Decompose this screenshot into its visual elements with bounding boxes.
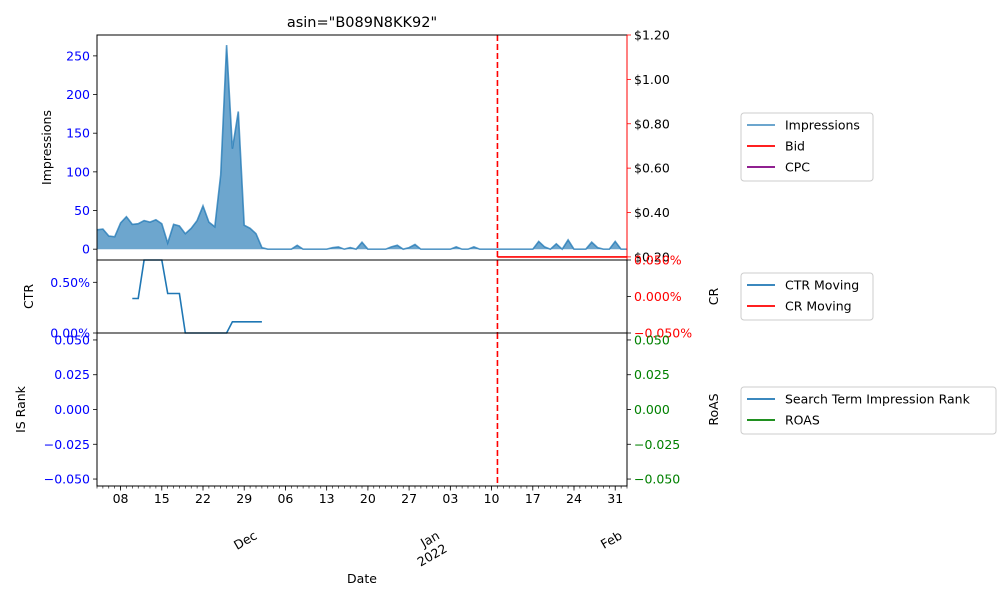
x-tick-label: 10	[484, 491, 500, 506]
right-tick-label: 0.050	[634, 332, 670, 347]
legend-entry: CR Moving	[785, 299, 852, 314]
right-tick-label: $0.20	[634, 249, 670, 264]
x-tick-label: 24	[566, 491, 582, 506]
legend-bottom: Search Term Impression Rank ROAS	[740, 386, 997, 435]
x-tick-label: 06	[277, 491, 293, 506]
x-tick-label: 27	[401, 491, 417, 506]
y-axis-label: IS Rank	[13, 385, 28, 433]
legend-top: Impressions Bid CPC	[740, 112, 874, 182]
left-tick-label: 150	[66, 126, 90, 141]
right-axis-label: CR	[706, 287, 721, 305]
x-tick-label: 29	[236, 491, 252, 506]
left-tick-label: 0	[82, 242, 90, 257]
x-tick-label: 17	[525, 491, 541, 506]
right-tick-label: 0.000%	[634, 289, 682, 304]
legends: Impressions Bid CPC CTR Moving CR Moving Sear…	[740, 112, 997, 435]
left-tick-label: 0.00%	[50, 326, 90, 341]
chart-title: asin="B089N8KK92"	[287, 15, 437, 31]
x-month-label-line: Dec	[231, 528, 260, 553]
left-tick-label: 100	[66, 164, 90, 179]
series-ctr-moving-line	[132, 259, 262, 334]
legend-entry: Bid	[785, 139, 805, 154]
x-tick-label: 03	[442, 491, 458, 506]
right-tick-label: 0.050%	[634, 253, 682, 268]
panel-frame	[96, 332, 628, 487]
panel-frame	[96, 259, 628, 334]
x-tick-label: 20	[360, 491, 376, 506]
legend-entry: Impressions	[785, 118, 860, 133]
left-tick-label: −0.025	[44, 437, 90, 452]
y-axis-label: CTR	[21, 284, 36, 309]
legend-frame	[740, 112, 874, 182]
right-tick-label: −0.050%	[634, 326, 692, 341]
x-tick-label: 08	[113, 491, 129, 506]
left-tick-label: 50	[74, 203, 90, 218]
y-axis-label: Impressions	[39, 110, 54, 185]
left-tick-label: 200	[66, 87, 90, 102]
right-tick-label: −0.025	[634, 437, 680, 452]
x-tick-label: 22	[195, 491, 211, 506]
right-tick-label: −0.050	[634, 472, 680, 487]
legend-frame	[740, 386, 997, 435]
x-tick-label: 15	[154, 491, 170, 506]
right-tick-label: $1.20	[634, 28, 670, 43]
x-month-label: Feb	[598, 528, 625, 552]
panel-bottom: −0.050 −0.025 0.000 0.025 0.050 −0.050 −0.025 0…	[13, 332, 721, 486]
right-tick-label: $0.80	[634, 116, 670, 131]
x-tick-label: 31	[607, 491, 623, 506]
right-tick-label: $0.40	[634, 205, 670, 220]
x-tick-label: 13	[319, 491, 335, 506]
right-axis-label: RoAS	[706, 393, 721, 425]
x-month-label-line: Feb	[598, 528, 625, 552]
legend-entry: CPC	[785, 160, 810, 175]
right-tick-label: $0.60	[634, 161, 670, 176]
right-tick-label: 0.000	[634, 402, 670, 417]
left-tick-label: −0.050	[44, 472, 90, 487]
left-tick-label: 0.50%	[50, 275, 90, 290]
left-tick-label: 0.025	[54, 367, 90, 382]
left-tick-label: 0.000	[54, 402, 90, 417]
legend-entry: CTR Moving	[785, 278, 859, 293]
panel-mid: 0.00% 0.50% −0.050% 0.000% 0.050% CTR CR	[21, 253, 721, 341]
left-tick-label: 250	[66, 48, 90, 63]
series-impressions-line	[96, 45, 627, 251]
right-tick-label: $1.00	[634, 72, 670, 87]
legend-mid: CTR Moving CR Moving	[740, 272, 874, 321]
x-month-label: Dec	[231, 528, 260, 553]
chart-panels: 0 50 100 150 200 250 $0.20 $0.40 $0.60 $0.80 $1.00…	[13, 28, 721, 487]
series-impressions-area	[97, 45, 627, 250]
x-axis-label: Date	[347, 571, 377, 586]
left-tick-label: 0.050	[54, 332, 90, 347]
legend-entry: Search Term Impression Rank	[785, 392, 971, 407]
panel-top: 0 50 100 150 200 250 $0.20 $0.40 $0.60 $0.80 $1.00…	[39, 28, 670, 265]
right-tick-label: 0.025	[634, 367, 670, 382]
legend-entry: ROAS	[785, 413, 820, 428]
